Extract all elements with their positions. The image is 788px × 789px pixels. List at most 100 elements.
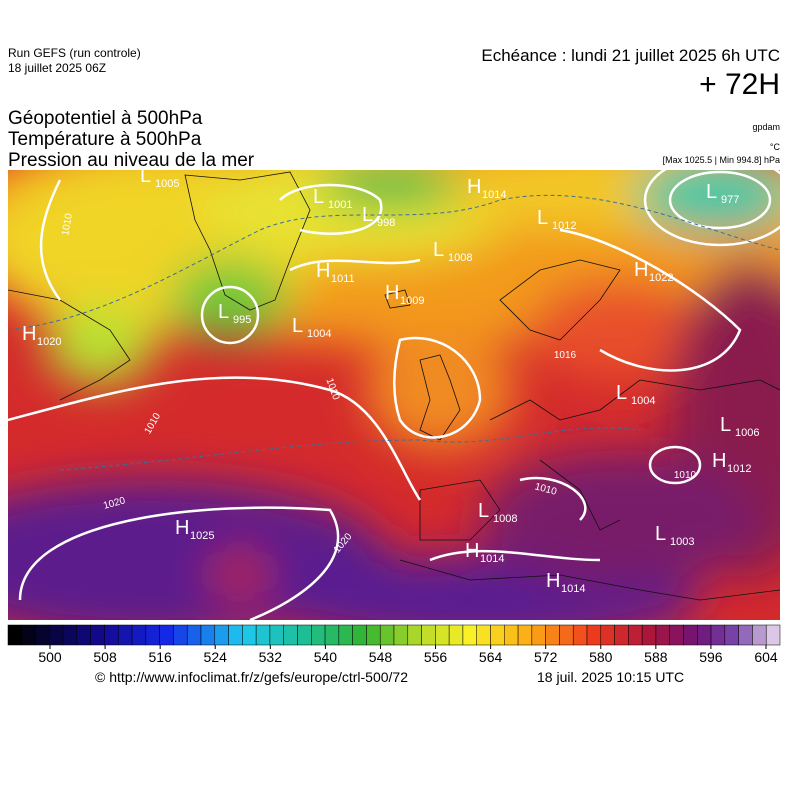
system-letter: H (22, 323, 36, 345)
system-pressure: 1022 (649, 272, 673, 284)
system-pressure: 977 (721, 194, 739, 206)
system-pressure: 1014 (561, 583, 585, 595)
colorbar-label: 508 (93, 649, 117, 665)
colorbar-swatch (76, 624, 91, 646)
colorbar-swatch (531, 624, 546, 646)
system-letter: H (316, 260, 330, 282)
colorbar-swatch (242, 624, 257, 646)
colorbar-swatch (283, 624, 298, 646)
colorbar-swatch (255, 624, 271, 646)
colorbar-swatch (655, 624, 670, 646)
colorbar-swatch (228, 624, 243, 646)
colorbar-swatch (186, 624, 202, 646)
system-pressure: 1009 (400, 295, 424, 307)
source: © http://www.infoclimat.fr/z/gefs/europe… (95, 669, 409, 685)
system-pressure: 1011 (331, 273, 355, 285)
colorbar-swatch (669, 624, 684, 646)
colorbar-label: 580 (589, 649, 613, 665)
system-letter: H (467, 176, 481, 198)
system-letter: H (385, 282, 399, 304)
colorbar-swatch (104, 624, 119, 646)
system-letter: L (218, 301, 229, 323)
colorbar-swatch (311, 624, 326, 646)
colorbar-swatch (35, 624, 50, 646)
system-pressure: 1014 (482, 189, 506, 201)
colorbar-swatch (504, 624, 519, 646)
system-pressure: 1006 (735, 427, 759, 439)
colorbar-swatch (297, 624, 312, 646)
colorbar-swatch (476, 624, 491, 646)
isotherms (8, 194, 780, 471)
colorbar-swatch (572, 624, 588, 646)
colorbar-label: 532 (259, 649, 283, 665)
colorbar-label: 540 (314, 649, 338, 665)
generated-time: 18 juil. 2025 10:15 UTC (537, 669, 685, 685)
colorbar-swatch (435, 624, 450, 646)
system-letter: L (616, 382, 627, 404)
system-pressure: 1005 (155, 178, 179, 190)
colorbar-swatch (131, 624, 147, 646)
colorbar-swatch (697, 624, 712, 646)
colorbar-swatch (586, 624, 602, 646)
isobar-label: 1010 (60, 212, 75, 236)
colorbar-swatch (641, 624, 657, 646)
colorbar-label: 500 (38, 649, 62, 665)
colorbar-swatch (462, 624, 477, 646)
colorbar-label: 596 (699, 649, 723, 665)
unit-label: °C (769, 142, 780, 152)
colorbar-swatch (600, 624, 615, 646)
colorbar-label: 572 (534, 649, 558, 665)
system-letter: L (433, 239, 444, 261)
system-letter: L (362, 204, 373, 226)
colorbar-swatch (379, 624, 395, 646)
colorbar-swatch (421, 624, 436, 646)
system-letter: H (175, 517, 189, 539)
colorbar-swatch (628, 624, 643, 646)
colorbar-swatch (145, 624, 160, 646)
system-pressure: 1014 (480, 553, 504, 565)
colorbar-swatch (200, 624, 216, 646)
colorbar-swatch (545, 624, 560, 646)
colorbar-swatch (765, 624, 781, 646)
colorbar-swatch (7, 624, 23, 646)
system-pressure: 1008 (448, 252, 472, 264)
colorbar-label: 588 (644, 649, 668, 665)
system-pressure: 1008 (493, 513, 517, 525)
lead-time: + 72H (699, 68, 780, 101)
colorbar-swatch (710, 624, 726, 646)
field-title: Géopotentiel à 500hPa (8, 108, 203, 129)
colorbar-label: 556 (424, 649, 448, 665)
colorbar-swatch (752, 624, 767, 646)
isobar-label: 1010 (674, 470, 697, 481)
colorbar-label: 548 (369, 649, 393, 665)
run-label: Run GEFS (run controle) (8, 46, 141, 60)
colorbar-swatch (393, 624, 409, 646)
system-pressure: 1004 (307, 328, 331, 340)
system-pressure: 1012 (727, 463, 751, 475)
colorbar-swatch (21, 624, 36, 646)
field-title: Température à 500hPa (8, 129, 202, 150)
system-pressure: 998 (377, 217, 395, 229)
colorbar-swatch (559, 624, 574, 646)
system-letter: L (537, 207, 548, 229)
colorbar-label: 524 (204, 649, 228, 665)
system-pressure: 1004 (631, 395, 655, 407)
system-letter: L (140, 165, 151, 187)
colorbar-label: 516 (148, 649, 172, 665)
colorbar-swatch (90, 624, 105, 646)
isobar-label: 1016 (554, 350, 577, 361)
coastlines (8, 171, 780, 601)
system-letter: L (706, 181, 717, 203)
colorbar-swatch (159, 624, 174, 646)
colorbar-swatch (366, 624, 381, 646)
isobars (8, 170, 780, 620)
colorbar-label: 604 (754, 649, 778, 665)
colorbar-swatch (62, 624, 78, 646)
colorbar-swatch (683, 624, 698, 646)
colorbar-swatch (214, 624, 229, 646)
